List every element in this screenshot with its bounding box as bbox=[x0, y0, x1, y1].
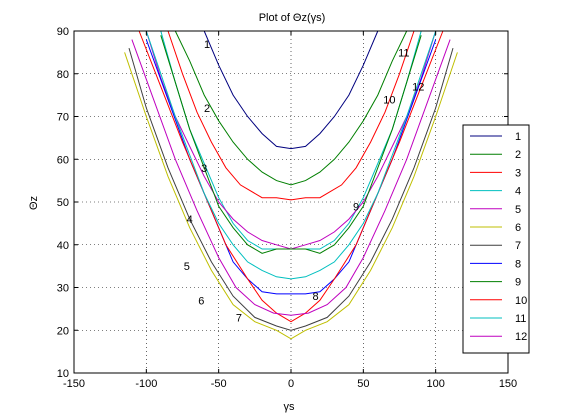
x-tick-label: 50 bbox=[357, 378, 369, 390]
legend-label-4: 4 bbox=[515, 186, 521, 198]
y-axis-label: Θz bbox=[28, 196, 40, 210]
x-tick-label: -150 bbox=[63, 378, 85, 390]
y-tick-label: 50 bbox=[57, 197, 69, 209]
contour-label-12: 12 bbox=[412, 82, 424, 94]
contour-label-4: 4 bbox=[187, 214, 193, 226]
series-line-10 bbox=[138, 30, 444, 323]
legend-label-3: 3 bbox=[515, 167, 521, 179]
legend-box bbox=[462, 124, 530, 354]
legend-label-2: 2 bbox=[515, 149, 521, 161]
x-axis-label: γs bbox=[284, 401, 296, 413]
contour-label-10: 10 bbox=[383, 94, 395, 106]
legend-label-12: 12 bbox=[515, 331, 527, 343]
contour-label-2: 2 bbox=[204, 103, 210, 115]
series-line-2 bbox=[174, 30, 408, 186]
x-tick-label: 0 bbox=[288, 378, 294, 390]
contour-label-1: 1 bbox=[204, 39, 210, 51]
contour-label-6: 6 bbox=[198, 295, 204, 307]
y-tick-label: 30 bbox=[57, 283, 69, 295]
y-tick-label: 90 bbox=[57, 26, 69, 38]
y-tick-label: 60 bbox=[57, 154, 69, 166]
legend-label-10: 10 bbox=[515, 295, 527, 307]
contour-label-5: 5 bbox=[184, 261, 190, 273]
series-line-6 bbox=[124, 52, 458, 340]
contour-label-7: 7 bbox=[236, 312, 242, 324]
y-tick-label: 20 bbox=[57, 325, 69, 337]
series-layer bbox=[124, 30, 458, 340]
y-tick-label: 40 bbox=[57, 240, 69, 252]
series-line-9 bbox=[160, 35, 422, 254]
x-tick-label: -100 bbox=[135, 378, 157, 390]
series-line-7 bbox=[128, 47, 454, 331]
legend-label-6: 6 bbox=[515, 222, 521, 234]
series-line-11 bbox=[145, 30, 437, 280]
y-tick-label: 80 bbox=[57, 69, 69, 81]
x-tick-label: 150 bbox=[499, 378, 517, 390]
contour-label-11: 11 bbox=[398, 47, 409, 59]
y-tick-label: 70 bbox=[57, 112, 69, 124]
contour-label-3: 3 bbox=[201, 163, 207, 175]
series-line-1 bbox=[203, 30, 379, 150]
x-tick-label: 100 bbox=[426, 378, 444, 390]
y-tick-label: 10 bbox=[57, 368, 69, 380]
legend-label-8: 8 bbox=[515, 258, 521, 270]
series-line-12 bbox=[131, 39, 451, 316]
legend-label-9: 9 bbox=[515, 277, 521, 289]
legend-label-1: 1 bbox=[515, 131, 521, 143]
series-line-3 bbox=[167, 30, 415, 201]
contour-label-9: 9 bbox=[353, 201, 359, 213]
legend-label-7: 7 bbox=[515, 240, 521, 252]
legend-label-5: 5 bbox=[515, 204, 521, 216]
contour-label-8: 8 bbox=[313, 291, 319, 303]
x-tick-label: -50 bbox=[211, 378, 227, 390]
chart-title: Plot of Θz(γs) bbox=[259, 12, 326, 24]
legend-label-11: 11 bbox=[515, 313, 526, 325]
